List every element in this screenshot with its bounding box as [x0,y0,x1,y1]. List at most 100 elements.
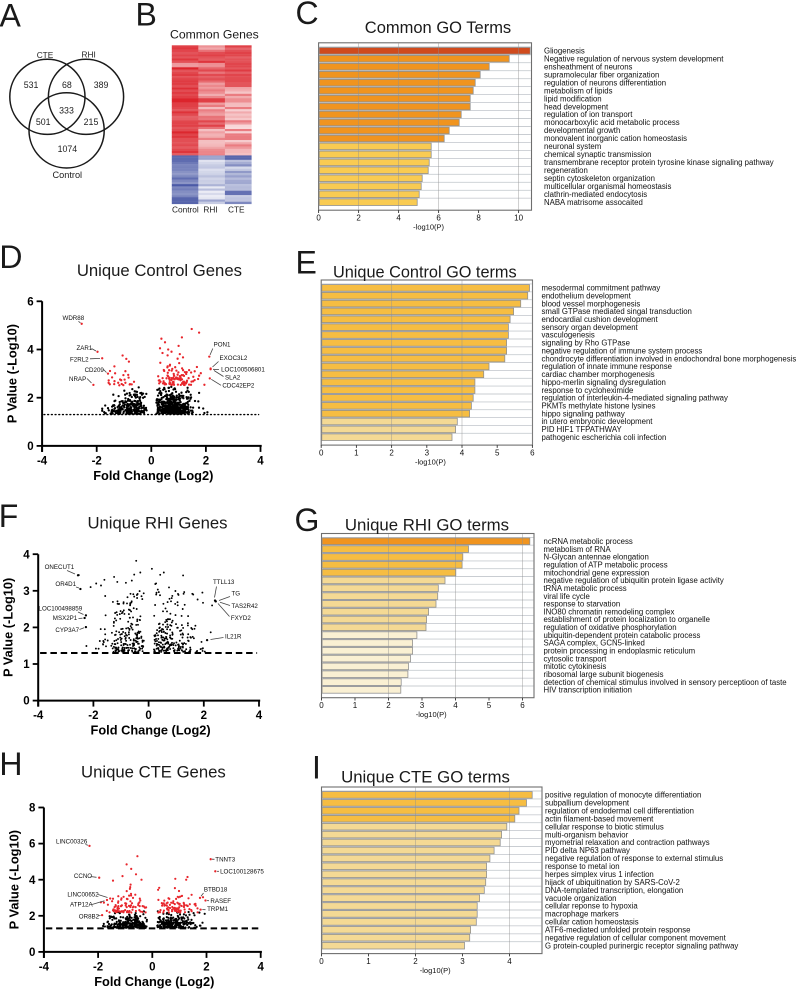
svg-text:6: 6 [520,701,525,710]
svg-text:HIV transcription initiation: HIV transcription initiation [544,686,632,695]
svg-text:D: D [0,239,23,275]
svg-text:regulation of endodermal cell: regulation of endodermal cell differenti… [545,807,694,816]
svg-text:-log10(P): -log10(P) [416,710,447,719]
svg-text:1: 1 [353,701,358,710]
svg-text:333: 333 [59,106,74,116]
svg-text:Fold Change (Log2): Fold Change (Log2) [93,468,213,483]
svg-text:RHI: RHI [203,205,217,215]
svg-text:-log10(P): -log10(P) [413,223,444,232]
svg-text:response to cycloheximide: response to cycloheximide [542,386,634,395]
svg-text:Unique Control Genes: Unique Control Genes [77,261,242,280]
svg-text:5: 5 [487,701,492,710]
svg-text:1: 1 [354,448,359,457]
svg-text:NABA matrisome assocaited: NABA matrisome assocaited [544,198,643,207]
svg-text:WDR88: WDR88 [63,315,85,322]
svg-text:LOC100128675: LOC100128675 [220,869,264,876]
svg-text:mitotic cytokinesis: mitotic cytokinesis [544,662,607,671]
svg-text:4: 4 [396,213,401,222]
svg-text:CTE: CTE [37,50,54,60]
svg-text:herpes simplex virus 1 infecti: herpes simplex virus 1 infection [545,870,654,879]
svg-text:531: 531 [24,80,39,90]
svg-text:2: 2 [386,701,391,710]
svg-text:CTE: CTE [228,205,245,215]
svg-text:FXYD2: FXYD2 [231,615,252,622]
svg-text:metabolism of lipids: metabolism of lipids [544,86,613,95]
svg-text:Negative regulation of nervous: Negative regulation of nervous system de… [544,54,724,63]
svg-text:positive regulation of monocyt: positive regulation of monocyte differen… [545,791,701,800]
svg-text:0: 0 [319,448,324,457]
svg-text:septin cytoskeleton organizati: septin cytoskeleton organization [544,174,655,183]
svg-text:mesodermal commitment pathway: mesodermal commitment pathway [542,284,661,293]
svg-text:4: 4 [257,961,264,973]
svg-text:protein processing in endoplas: protein processing in endoplasmic reticu… [544,647,696,656]
svg-text:in utero embryonic development: in utero embryonic development [542,417,654,426]
svg-text:-2: -2 [88,710,98,722]
svg-text:ATP12A: ATP12A [70,902,93,909]
svg-text:3: 3 [23,586,29,598]
svg-text:G protein-coupled purinergic r: G protein-coupled purinergic receptor si… [545,941,738,950]
svg-text:ncRNA metabolic process: ncRNA metabolic process [544,537,633,546]
svg-text:Unique Control GO terms: Unique Control GO terms [333,264,517,282]
svg-text:0: 0 [148,455,154,467]
svg-text:P Value (-Log10): P Value (-Log10) [6,830,21,929]
svg-text:ONECUT1: ONECUT1 [45,564,75,571]
svg-text:501: 501 [36,117,51,127]
svg-text:actin filament-based movement: actin filament-based movement [545,814,654,823]
svg-text:2: 2 [29,911,35,923]
svg-text:SAGA complex, GCN5-linked: SAGA complex, GCN5-linked [544,639,645,648]
svg-text:8: 8 [29,803,36,815]
svg-text:clathrin-mediated endocytosis: clathrin-mediated endocytosis [544,190,647,199]
svg-text:LOC100506801: LOC100506801 [221,366,265,373]
svg-text:RASEF: RASEF [210,898,231,905]
svg-text:pathogenic escherichia coli in: pathogenic escherichia coli infection [542,433,667,442]
svg-text:6: 6 [27,296,33,308]
svg-text:6: 6 [29,839,35,851]
svg-text:2: 2 [203,961,209,973]
svg-text:2: 2 [203,455,209,467]
svg-text:-log10(P): -log10(P) [420,966,451,975]
svg-text:4: 4 [23,549,30,561]
svg-text:neuronal system: neuronal system [544,142,601,151]
svg-text:2: 2 [27,393,33,405]
svg-text:Control: Control [172,205,199,215]
svg-text:6: 6 [530,448,535,457]
svg-text:developmental growth: developmental growth [544,126,620,135]
svg-text:Unique CTE GO terms: Unique CTE GO terms [341,768,510,787]
svg-text:NRAP: NRAP [69,376,86,383]
svg-text:-4: -4 [39,961,50,973]
svg-text:Common GO Terms: Common GO Terms [365,19,511,37]
svg-text:1: 1 [23,659,30,671]
svg-text:PID delta NP63 pathway: PID delta NP63 pathway [545,846,630,855]
svg-text:sensory organ development: sensory organ development [542,323,639,332]
svg-text:5: 5 [495,448,500,457]
svg-text:6: 6 [436,213,441,222]
svg-text:Common Genes: Common Genes [170,28,259,42]
svg-text:A: A [0,0,22,33]
svg-text:transmembrane receptor protein: transmembrane receptor protein tyrosine … [544,158,774,167]
svg-text:vacuole organization: vacuole organization [545,894,617,903]
svg-text:MSX2P1: MSX2P1 [53,615,78,622]
svg-text:establishment of protein local: establishment of protein localization to… [544,615,710,624]
svg-text:-2: -2 [92,455,102,467]
svg-text:TNNT3: TNNT3 [215,857,235,864]
svg-text:-2: -2 [93,961,103,973]
svg-text:H: H [0,746,23,782]
svg-text:chemical synaptic transmission: chemical synaptic transmission [544,150,651,159]
svg-text:negative regulation of ubiquit: negative regulation of ubiquitin protein… [544,576,724,585]
svg-text:0: 0 [145,710,151,722]
svg-text:Fold Change (Log2): Fold Change (Log2) [94,974,214,989]
svg-text:LOC100498859: LOC100498859 [39,606,83,613]
svg-text:regulation of interleukin-4-me: regulation of interleukin-4-mediated sig… [542,394,728,403]
svg-text:regulation of innate immune re: regulation of innate immune response [542,362,672,371]
svg-text:B: B [136,0,157,33]
svg-text:CCNO: CCNO [74,873,92,880]
svg-text:1074: 1074 [58,144,78,154]
svg-text:regulation of ATP metabolic pr: regulation of ATP metabolic process [544,561,668,570]
svg-text:0: 0 [149,961,155,973]
svg-text:response to metal ion: response to metal ion [545,862,620,871]
svg-text:negative regulation of respons: negative regulation of response to exter… [545,854,723,863]
svg-text:head development: head development [544,102,609,111]
svg-text:TG: TG [232,591,241,598]
svg-text:PON1: PON1 [214,342,231,349]
svg-text:negative regulation of cellula: negative regulation of cellular componen… [545,933,727,942]
